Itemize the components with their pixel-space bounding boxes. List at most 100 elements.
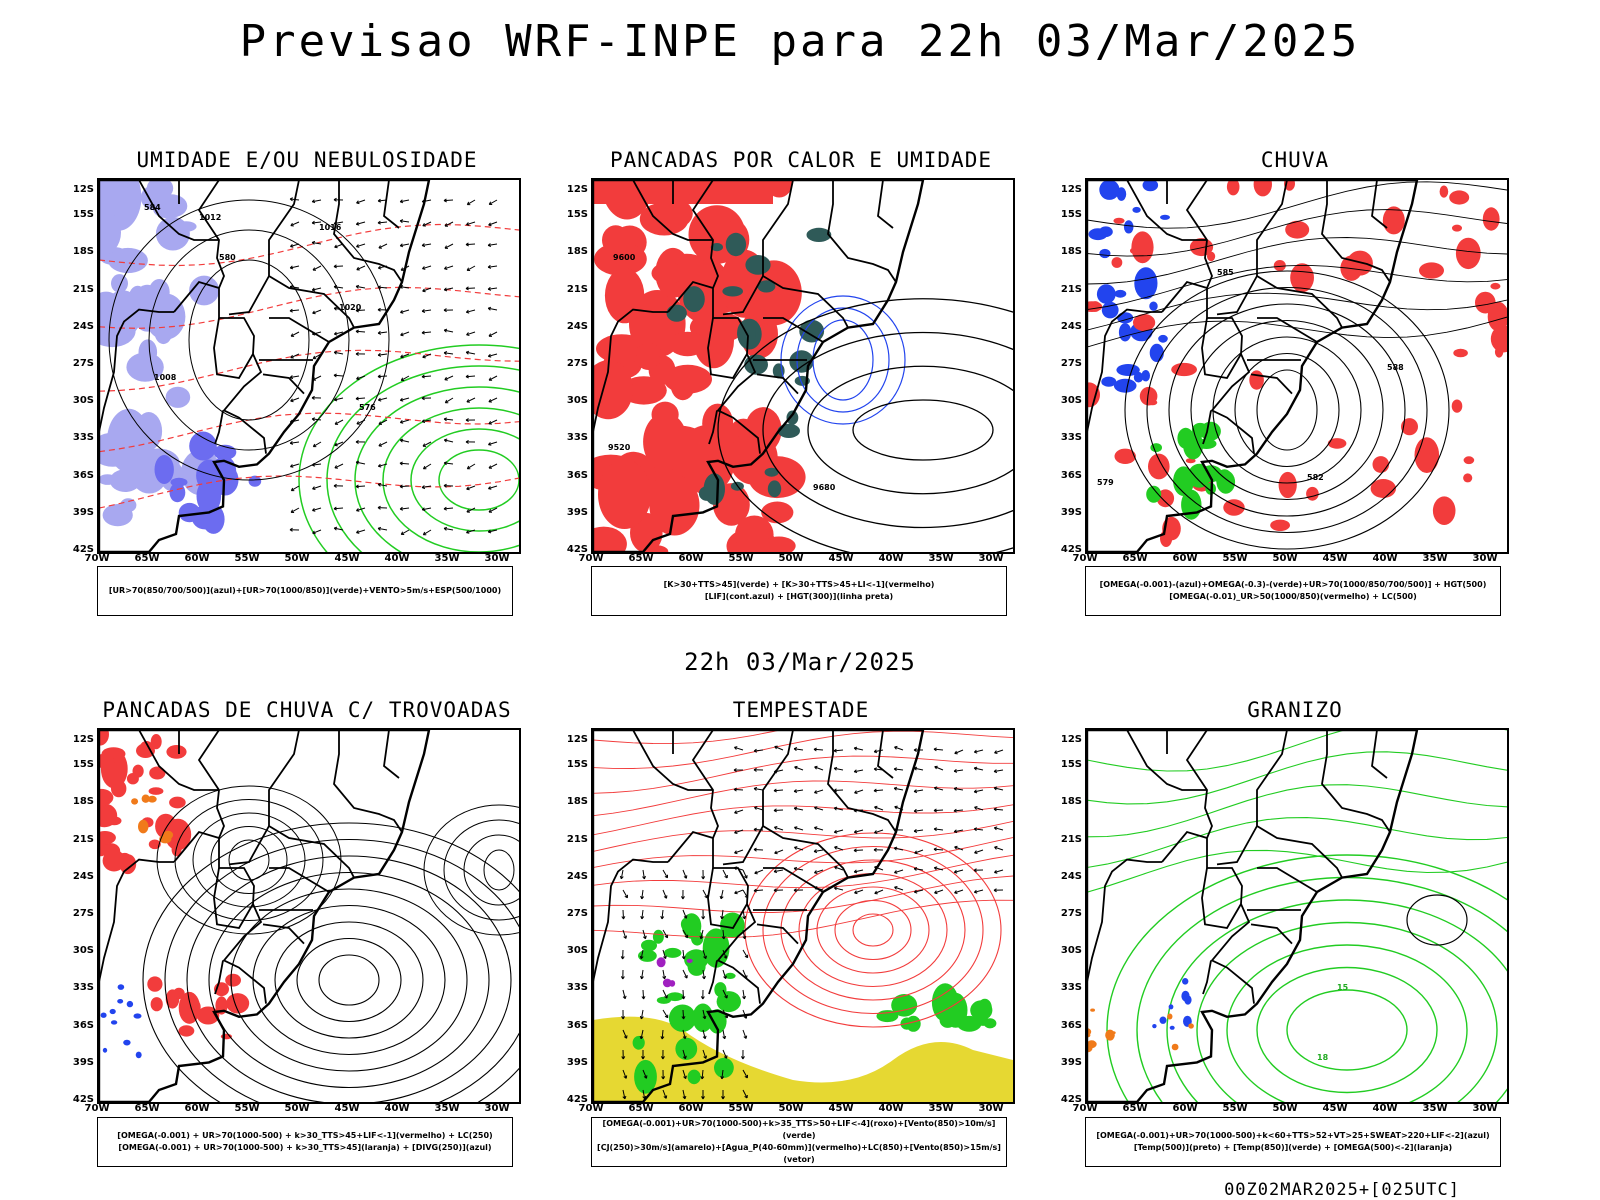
shade-patch bbox=[1226, 180, 1240, 196]
wind-vector-head bbox=[740, 1056, 745, 1060]
wind-vector-head bbox=[681, 996, 686, 1000]
wind-vector bbox=[465, 243, 476, 246]
shade-patch bbox=[1087, 1040, 1097, 1049]
wind-vector-head bbox=[814, 765, 818, 770]
lc850-streamlines bbox=[593, 730, 1013, 938]
wind-vector bbox=[488, 331, 498, 337]
shade-patch bbox=[1216, 470, 1236, 494]
contour-line bbox=[1106, 854, 1507, 1102]
shade-patch bbox=[714, 982, 727, 998]
longitude-tick: 45W bbox=[334, 1103, 360, 1114]
longitude-tick: 70W bbox=[578, 1103, 604, 1114]
wind-vector bbox=[813, 748, 824, 751]
shade-patch bbox=[99, 788, 114, 807]
longitude-tick: 45W bbox=[1322, 553, 1348, 564]
wind-vector-head bbox=[954, 845, 958, 850]
wind-vector-head bbox=[814, 870, 818, 874]
longitude-tick: 70W bbox=[84, 1103, 110, 1114]
contour-line bbox=[1256, 966, 1438, 1094]
wind-vector-head bbox=[743, 1035, 748, 1039]
wind-vector bbox=[854, 869, 864, 873]
streamline bbox=[593, 804, 1013, 836]
wind-vector bbox=[356, 375, 366, 380]
wind-vector-head bbox=[773, 808, 777, 813]
latitude-tick: 39S bbox=[566, 506, 588, 518]
shade-patch bbox=[1451, 399, 1463, 413]
border-line bbox=[1126, 180, 1207, 241]
humidity-dense-fill bbox=[154, 431, 262, 534]
wind-vector-head bbox=[661, 1076, 666, 1080]
shade-patch bbox=[1114, 448, 1136, 464]
shade-patch bbox=[1290, 263, 1314, 293]
lc250-east bbox=[423, 804, 519, 936]
wind-vector-head bbox=[488, 222, 492, 227]
shade-patch bbox=[1142, 180, 1159, 192]
streamline bbox=[99, 349, 519, 392]
wind-vector-head bbox=[355, 460, 360, 465]
coastline bbox=[99, 180, 431, 552]
wind-vector bbox=[312, 418, 322, 421]
wind-vector bbox=[701, 1069, 704, 1080]
wind-vector-head bbox=[853, 769, 858, 774]
latitude-tick: 30S bbox=[566, 945, 588, 957]
wind-vector-head bbox=[734, 890, 738, 895]
wind-vector-head bbox=[443, 308, 447, 313]
latitude-tick: 21S bbox=[1060, 283, 1082, 295]
shade-patch bbox=[1113, 217, 1125, 224]
shade-patch bbox=[634, 351, 661, 368]
wind-vector-head bbox=[311, 395, 315, 400]
wind-vector bbox=[853, 849, 864, 851]
contour-label: 579 bbox=[1097, 478, 1114, 487]
wind-vector bbox=[488, 529, 498, 533]
contour-line bbox=[186, 855, 512, 1102]
shade-patch bbox=[1132, 206, 1141, 213]
wind-vector-head bbox=[773, 788, 777, 793]
wind-vector-head bbox=[894, 745, 898, 750]
wind-vector-head bbox=[621, 1016, 626, 1020]
wind-vector bbox=[642, 1089, 646, 1099]
wind-vector-head bbox=[744, 875, 748, 879]
wind-vector bbox=[355, 330, 366, 333]
longitude-tick: 35W bbox=[1422, 1103, 1448, 1114]
wind-vector-head bbox=[724, 995, 728, 999]
shade-patch bbox=[906, 1015, 921, 1032]
main-title: Previsao WRF-INPE para 22h 03/Mar/2025 bbox=[239, 16, 1361, 67]
wind-vector-head bbox=[853, 869, 858, 874]
shade-patch bbox=[131, 798, 139, 805]
wind-vector-head bbox=[377, 352, 382, 357]
wind-vector-head bbox=[973, 789, 978, 794]
shade-patch bbox=[149, 766, 166, 780]
shade-patch bbox=[1171, 362, 1197, 377]
wind-vector bbox=[662, 989, 668, 999]
wind-vector-head bbox=[663, 1095, 668, 1099]
shade-patch bbox=[154, 455, 174, 484]
map-svg: 9600 9680 9520 bbox=[593, 180, 1013, 552]
shade-patch bbox=[1105, 1029, 1115, 1041]
wind-vector bbox=[422, 353, 432, 358]
longitude-tick: 60W bbox=[184, 553, 210, 564]
wind-vector bbox=[642, 1069, 647, 1079]
legend-line: [K>30+TTS>45](verde) + [K>30+TTS>45+LI<-… bbox=[663, 580, 935, 589]
border-line bbox=[1202, 960, 1212, 995]
contour-line bbox=[274, 921, 424, 1039]
wind850-green-fill bbox=[632, 912, 745, 1094]
wind-vector-head bbox=[873, 788, 877, 793]
wind-vector-head bbox=[742, 995, 746, 1000]
shade-patch bbox=[1101, 301, 1119, 319]
wind-vector-head bbox=[753, 748, 758, 753]
wind-vector-head bbox=[621, 916, 626, 920]
wind-vector-head bbox=[444, 266, 448, 270]
contour-label: 9680 bbox=[813, 483, 836, 492]
border-line bbox=[213, 317, 254, 379]
wind-vector-head bbox=[443, 483, 447, 488]
wind-vector-head bbox=[833, 806, 838, 811]
wind-vector bbox=[662, 1009, 669, 1018]
shade-patch bbox=[762, 536, 796, 552]
shade-patch bbox=[99, 831, 116, 845]
wind-vector-head bbox=[934, 890, 938, 895]
wind-vector-head bbox=[355, 284, 360, 289]
shade-patch bbox=[1207, 251, 1216, 262]
shade-patch bbox=[1455, 237, 1481, 270]
shade-patch bbox=[153, 200, 183, 219]
wind-vector-head bbox=[356, 421, 360, 425]
